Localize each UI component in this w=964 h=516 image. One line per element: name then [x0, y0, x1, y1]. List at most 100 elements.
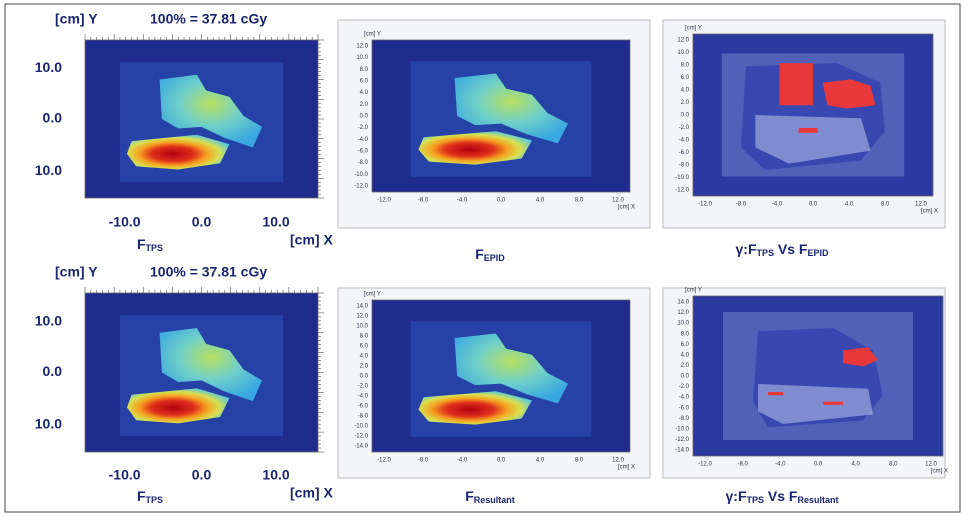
- y-tick-label: -6.0: [679, 150, 690, 156]
- frame: [4, 3, 961, 513]
- y-tick-label: -12.0: [675, 188, 689, 194]
- x-tick-label: -12.0: [377, 198, 391, 204]
- y-tick-label: 10.0: [677, 50, 689, 56]
- caption-subscript: TPS: [146, 495, 164, 505]
- y-tick-label: -2.0: [358, 384, 369, 390]
- x-tick-label: -10.0: [109, 467, 141, 483]
- caption-subscript: EPID: [484, 253, 506, 263]
- axis-x-label: [cm] X: [290, 232, 333, 248]
- x-tick-label: 10.0: [262, 214, 289, 230]
- x-tick-label: -12.0: [698, 202, 712, 208]
- y-tick-label: 6.0: [681, 342, 690, 348]
- x-tick-label: 4.0: [845, 202, 854, 208]
- y-tick-label: -2.0: [679, 125, 690, 131]
- plot-border: [692, 33, 934, 197]
- y-tick-label: 14.0: [356, 304, 368, 310]
- y-tick-label: 14.0: [677, 300, 689, 306]
- dose-map: [693, 296, 943, 456]
- y-tick-label: -8.0: [358, 160, 369, 166]
- y-tick-label: -6.0: [358, 404, 369, 410]
- caption-text: F: [137, 236, 146, 252]
- plot-border: [371, 39, 631, 193]
- x-tick-label: -8.0: [737, 462, 748, 468]
- y-tick-label: -6.0: [358, 149, 369, 155]
- x-tick-label: 12.0: [925, 462, 937, 468]
- x-tick-label: 8.0: [575, 198, 584, 204]
- dose-map: [372, 40, 630, 192]
- caption-subscript: EPID: [807, 248, 829, 258]
- y-tick-label: 2.0: [360, 364, 369, 370]
- y-tick-label: 8.0: [681, 63, 690, 69]
- x-tick-label: 0.0: [192, 214, 212, 230]
- caption: FTPS: [137, 488, 163, 506]
- y-tick-label: 0.0: [681, 374, 690, 380]
- y-tick-label: -12.0: [354, 434, 368, 440]
- y-tick-label: 10.0: [356, 55, 368, 61]
- caption: FResultant: [465, 488, 515, 506]
- x-tick-label: 0.0: [497, 198, 506, 204]
- x-tick-label: 8.0: [889, 462, 898, 468]
- y-tick-label: 12.0: [356, 314, 368, 320]
- dose-map: [372, 300, 630, 452]
- caption: FTPS: [137, 236, 163, 254]
- axis-y-label: [cm] Y: [364, 32, 381, 38]
- caption-text: F: [465, 488, 474, 504]
- axis-x-label: [cm] X: [618, 465, 635, 471]
- dose-map: [85, 293, 318, 452]
- y-tick-label: -8.0: [679, 163, 690, 169]
- y-tick-label: -4.0: [358, 137, 369, 143]
- y-tick-label: -10.0: [675, 175, 689, 181]
- y-tick-label: -2.0: [358, 125, 369, 131]
- y-tick-label: -4.0: [679, 138, 690, 144]
- y-tick-label: -10.0: [354, 172, 368, 178]
- x-tick-label: 8.0: [575, 458, 584, 464]
- x-tick-label: -12.0: [377, 458, 391, 464]
- axis-y-label: [cm] Y: [55, 11, 98, 27]
- x-tick-label: -8.0: [418, 458, 429, 464]
- x-tick-label: -8.0: [418, 198, 429, 204]
- x-tick-label: 12.0: [612, 458, 624, 464]
- y-tick-label: -14.0: [675, 448, 689, 454]
- y-tick-label: -2.0: [679, 384, 690, 390]
- y-tick-label: 2.0: [360, 102, 369, 108]
- x-tick-label: 4.0: [851, 462, 860, 468]
- x-tick-label: -12.0: [698, 462, 712, 468]
- caption-text: Vs F: [774, 241, 808, 257]
- y-tick-label: 4.0: [681, 88, 690, 94]
- caption: γ:FTPS Vs FResultant: [726, 488, 839, 506]
- x-tick-label: 12.0: [915, 202, 927, 208]
- x-tick-label: 0.0: [809, 202, 818, 208]
- x-tick-label: 10.0: [262, 467, 289, 483]
- caption: FEPID: [475, 246, 505, 264]
- y-tick-label: -4.0: [679, 395, 690, 401]
- x-tick-label: -4.0: [772, 202, 783, 208]
- axis-y-label: [cm] Y: [685, 26, 702, 32]
- y-tick-label: 8.0: [360, 67, 369, 73]
- y-tick-label: 6.0: [360, 79, 369, 85]
- x-tick-label: 0.0: [192, 467, 212, 483]
- y-tick-label: -8.0: [679, 416, 690, 422]
- y-tick-label: 0.0: [43, 363, 63, 379]
- y-tick-label: 0.0: [681, 113, 690, 119]
- axis-y-label: [cm] Y: [685, 288, 702, 294]
- y-tick-label: 6.0: [681, 75, 690, 81]
- axis-x-label: [cm] X: [618, 205, 635, 211]
- y-tick-label: 12.0: [677, 38, 689, 44]
- y-tick-label: 8.0: [360, 334, 369, 340]
- caption-text: γ:F: [736, 241, 757, 257]
- x-tick-label: 12.0: [612, 198, 624, 204]
- y-tick-label: 10.0: [35, 416, 62, 432]
- normalization: 100% = 37.81 cGy: [150, 264, 267, 280]
- y-tick-label: -8.0: [358, 414, 369, 420]
- y-tick-label: -6.0: [679, 405, 690, 411]
- x-tick-label: 4.0: [536, 198, 545, 204]
- normalization: 100% = 37.81 cGy: [150, 11, 267, 27]
- y-tick-label: 4.0: [681, 352, 690, 358]
- caption-text: γ:F: [726, 488, 747, 504]
- x-tick-label: 8.0: [881, 202, 890, 208]
- axis-y-label: [cm] Y: [55, 264, 98, 280]
- y-tick-label: -10.0: [354, 424, 368, 430]
- plot-border: [371, 299, 631, 453]
- x-tick-label: -10.0: [109, 214, 141, 230]
